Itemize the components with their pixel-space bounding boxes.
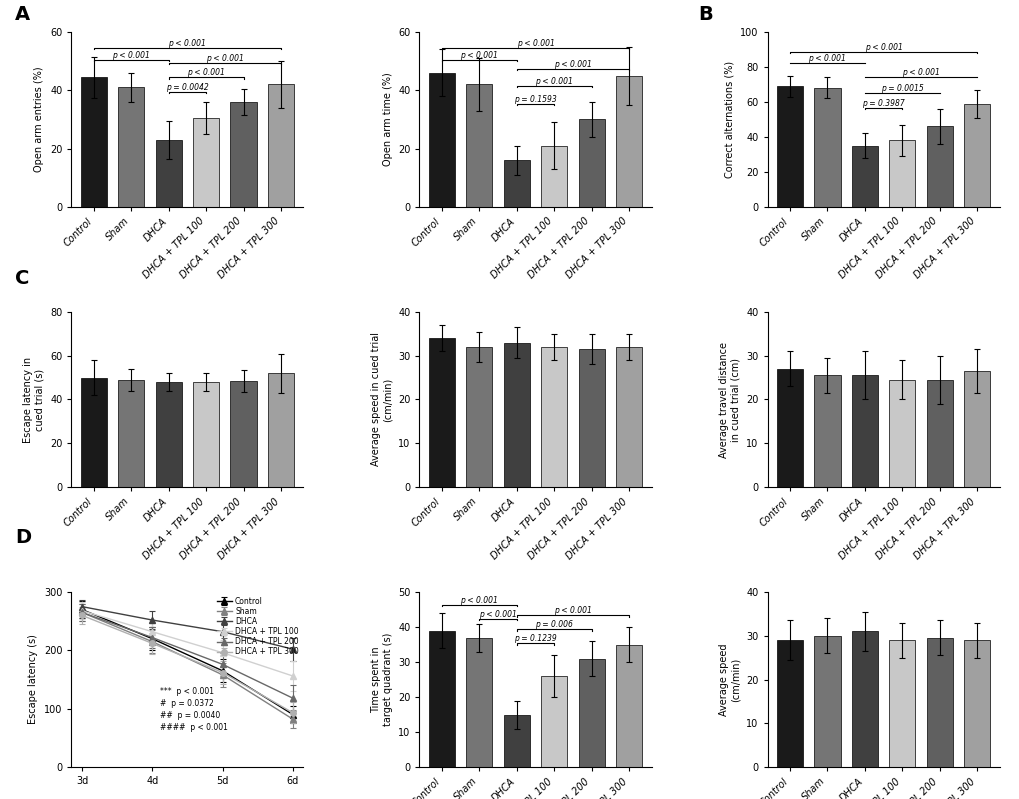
Bar — [851, 376, 877, 487]
Text: p = 0.0015: p = 0.0015 — [880, 84, 923, 93]
Text: p < 0.001: p < 0.001 — [553, 606, 591, 615]
Bar — [776, 86, 802, 207]
Y-axis label: Average travel distance
in cued trial (cm): Average travel distance in cued trial (c… — [718, 341, 740, 458]
Y-axis label: Time spent in
target quadrant (s): Time spent in target quadrant (s) — [371, 633, 392, 726]
Text: B: B — [698, 5, 712, 24]
Y-axis label: Open arm time (%): Open arm time (%) — [382, 73, 392, 166]
Text: p < 0.001: p < 0.001 — [808, 54, 846, 63]
Text: p < 0.001: p < 0.001 — [112, 51, 150, 60]
Bar — [428, 338, 454, 487]
Bar — [503, 343, 529, 487]
Text: p < 0.001: p < 0.001 — [168, 39, 206, 48]
Text: p < 0.001: p < 0.001 — [206, 54, 244, 63]
Y-axis label: Escape latency in
cued trial (s): Escape latency in cued trial (s) — [22, 356, 45, 443]
Text: p = 0.1593: p = 0.1593 — [514, 95, 556, 104]
Text: #  p = 0.0372: # p = 0.0372 — [159, 699, 213, 708]
Bar — [963, 371, 989, 487]
Bar — [578, 658, 604, 767]
Text: p < 0.001: p < 0.001 — [864, 43, 902, 52]
Y-axis label: Average speed
(cm/min): Average speed (cm/min) — [718, 643, 740, 716]
Bar — [193, 118, 219, 207]
Text: p < 0.001: p < 0.001 — [553, 60, 591, 69]
Bar — [925, 638, 952, 767]
Bar — [925, 380, 952, 487]
Bar — [578, 120, 604, 207]
Bar — [615, 347, 642, 487]
Text: p < 0.001: p < 0.001 — [187, 69, 225, 78]
Bar — [963, 640, 989, 767]
Text: p < 0.001: p < 0.001 — [460, 595, 498, 605]
Text: p = 0.0042: p = 0.0042 — [166, 83, 209, 92]
Bar — [813, 88, 840, 207]
Bar — [851, 631, 877, 767]
Y-axis label: Correct alternations (%): Correct alternations (%) — [723, 61, 734, 178]
Bar — [230, 102, 257, 207]
Bar — [118, 87, 145, 207]
Bar — [268, 373, 293, 487]
Bar — [541, 347, 567, 487]
Bar — [81, 78, 107, 207]
Bar — [776, 369, 802, 487]
Bar — [615, 76, 642, 207]
Y-axis label: Average speed in cued trial
(cm/min): Average speed in cued trial (cm/min) — [371, 332, 392, 467]
Text: A: A — [15, 5, 31, 24]
Bar — [81, 378, 107, 487]
Bar — [503, 161, 529, 207]
Text: p = 0.006: p = 0.006 — [535, 620, 573, 629]
Text: ##  p = 0.0040: ## p = 0.0040 — [159, 711, 220, 720]
Bar — [541, 145, 567, 207]
Bar — [889, 141, 914, 207]
Bar — [889, 640, 914, 767]
Bar — [466, 638, 492, 767]
Legend: Control, Sham, DHCA, DHCA + TPL 100, DHCA + TPL 200, DHCA + TPL 300: Control, Sham, DHCA, DHCA + TPL 100, DHC… — [216, 596, 300, 657]
Bar — [230, 381, 257, 487]
Y-axis label: Open arm entries (%): Open arm entries (%) — [35, 66, 45, 173]
Bar — [615, 645, 642, 767]
Bar — [578, 349, 604, 487]
Bar — [466, 85, 492, 207]
Text: p < 0.001: p < 0.001 — [901, 68, 940, 77]
Bar — [428, 73, 454, 207]
Text: D: D — [15, 528, 32, 547]
Bar — [963, 104, 989, 207]
Bar — [268, 85, 293, 207]
Bar — [851, 145, 877, 207]
Bar — [118, 380, 145, 487]
Bar — [541, 676, 567, 767]
Text: p = 0.3987: p = 0.3987 — [861, 99, 904, 109]
Bar — [776, 640, 802, 767]
Text: ####  p < 0.001: #### p < 0.001 — [159, 723, 227, 733]
Text: C: C — [15, 268, 30, 288]
Bar — [925, 126, 952, 207]
Y-axis label: Escape latency (s): Escape latency (s) — [29, 634, 39, 725]
Bar — [428, 630, 454, 767]
Bar — [813, 636, 840, 767]
Bar — [813, 376, 840, 487]
Text: p < 0.001: p < 0.001 — [460, 51, 498, 60]
Bar — [466, 347, 492, 487]
Text: p = 0.1239: p = 0.1239 — [514, 634, 556, 643]
Bar — [156, 140, 181, 207]
Text: p < 0.001: p < 0.001 — [516, 39, 554, 48]
Bar — [156, 382, 181, 487]
Bar — [193, 382, 219, 487]
Bar — [889, 380, 914, 487]
Text: p < 0.001: p < 0.001 — [479, 610, 517, 618]
Text: ***  p < 0.001: *** p < 0.001 — [159, 686, 213, 696]
Bar — [503, 714, 529, 767]
Text: p < 0.001: p < 0.001 — [535, 78, 573, 86]
